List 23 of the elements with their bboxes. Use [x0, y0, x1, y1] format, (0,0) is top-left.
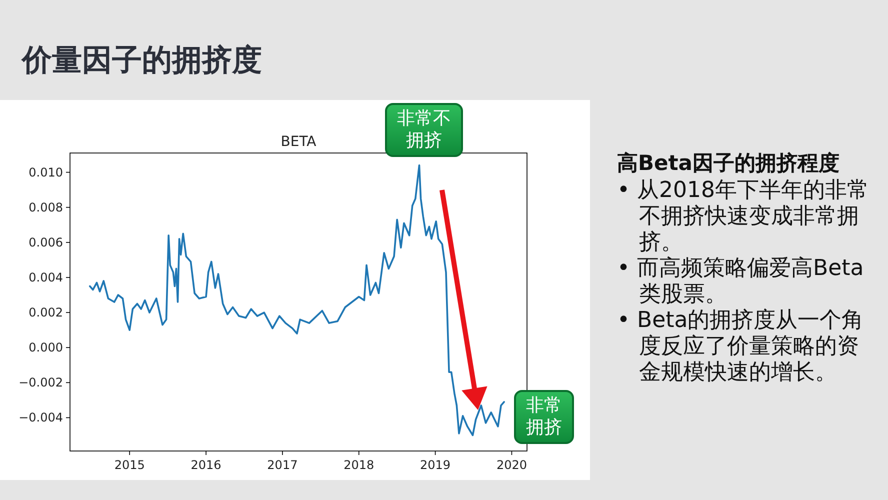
annotation: 非常不拥挤 [385, 103, 464, 158]
y-tick-label: −0.002 [18, 376, 63, 390]
x-tick-label: 2016 [190, 458, 222, 472]
y-tick-label: 0.008 [28, 200, 63, 214]
x-tick-label: 2020 [496, 458, 527, 472]
y-tick-label: 0.004 [28, 270, 63, 284]
y-tick-label: 0.006 [28, 235, 63, 250]
y-tick-label: −0.004 [18, 410, 63, 425]
text: • 从2018年下半年的非常不拥挤快速变成非常拥挤。 [617, 178, 870, 256]
line-series [88, 164, 505, 436]
chart-title: 价量因子的拥挤度 [22, 42, 262, 80]
chart-subtitle: BETA [280, 134, 317, 150]
annotation: 非常拥挤 [514, 390, 574, 444]
x-tick-label: 2019 [420, 458, 451, 472]
text: 高Beta因子的拥挤程度 [617, 150, 840, 176]
text: • 而高频策略偏爱高Beta类股票。 [617, 256, 865, 308]
y-tick-label: 0.002 [28, 306, 63, 320]
text: • Beta的拥挤度从一个角度反应了价量策略的资金规模快速的增长。 [617, 308, 865, 386]
x-tick-label: 2015 [114, 458, 145, 472]
y-tick-label: 0.010 [28, 165, 63, 180]
y-tick-label: 0.000 [28, 340, 63, 355]
x-tick-label: 2018 [344, 458, 374, 472]
x-tick-label: 2017 [267, 458, 298, 472]
